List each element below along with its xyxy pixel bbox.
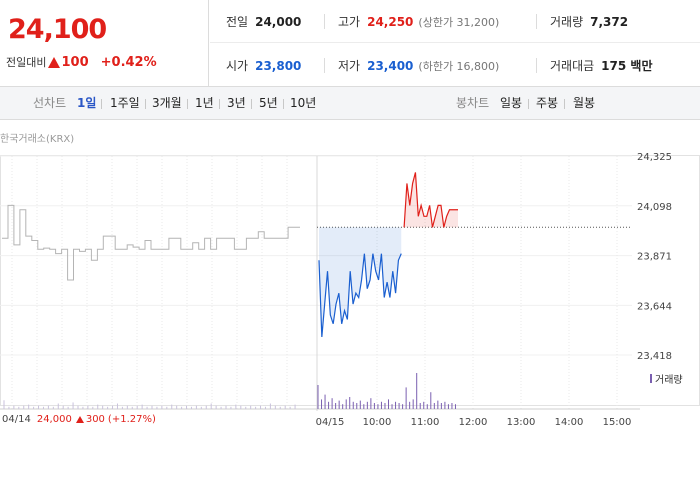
upper-limit: (상한가 31,200) [418,15,500,29]
tab-3-years[interactable]: 3년 [227,96,246,110]
x-tick-label: 10:00 [363,417,392,428]
series-today-up [403,172,458,228]
trade-value: 거래대금 175 백만 [550,44,652,87]
x-tick-label: 15:00 [603,417,632,428]
tab-divider [219,99,220,109]
y-tick-label: 24,098 [637,202,672,213]
y-tick-label: 23,871 [637,252,672,263]
area-down [319,227,402,338]
tab-1-year[interactable]: 1년 [195,96,214,110]
candle-chart-label: 봉차트 [456,96,490,110]
tab-divider [251,99,252,109]
x-tick-label: 11:00 [411,417,440,428]
period-tab-bar: 선차트 1일 1주일 3개월 1년 3년 5년 10년 봉차트 일봉 주봉 월봉 [0,87,700,120]
open-value: 23,800 [255,58,302,73]
prev-close-value: 24,000 [255,14,302,29]
tab-5-years[interactable]: 5년 [259,96,278,110]
current-price: 24,100 [8,14,107,45]
stats-row-2: 시가 23,800 저가 23,400 (하한가 16,800) 거래대금 17… [210,44,700,87]
tab-divider [564,99,565,109]
tab-divider [101,99,102,109]
stats-row-1: 전일 24,000 고가 24,250 (상한가 31,200) 거래량 7,3… [210,0,700,43]
prev-close: 전일 24,000 [226,0,301,43]
tab-divider [145,99,146,109]
divider [324,58,325,73]
series-prev-day [2,204,300,281]
volume: 거래량 7,372 [550,0,628,43]
volume-swatch [650,374,652,383]
volume-legend: 거래량 [650,371,683,386]
prev-date: 04/14 [2,414,31,425]
volume-label: 거래량 [550,15,584,29]
prev-day-info: 04/14 24,000 300 (+1.27%) [2,414,156,425]
tab-daily-candle[interactable]: 일봉 [500,96,523,110]
tab-weekly-candle[interactable]: 주봉 [536,96,559,110]
high-label: 고가 [338,15,361,29]
up-triangle-icon [48,56,61,68]
lower-limit: (하한가 16,800) [418,59,500,73]
prev-close-label: 전일 [226,15,249,29]
tab-monthly-candle[interactable]: 월봉 [573,96,596,110]
data-source: 한국거래소(KRX) [0,134,75,145]
up-triangle-icon [75,416,84,423]
change-amount: 100 [61,54,89,70]
low-value: 23,400 [367,58,414,73]
series-today-down [318,253,402,338]
divider [536,14,537,29]
prev-change: 300 [85,414,105,425]
chart-canvas[interactable]: 24,325 24,098 23,871 23,644 23,418 04/15 10:00… [0,121,700,490]
divider [324,14,325,29]
high-value: 24,250 [367,14,414,29]
y-tick-label: 23,644 [637,301,672,312]
tab-10-years[interactable]: 10년 [290,96,317,110]
tab-1-day[interactable]: 1일 [77,96,97,110]
price-box: 24,100 전일대비 100 +0.42% [0,0,209,87]
quote-stats: 전일 24,000 고가 24,250 (상한가 31,200) 거래량 7,3… [210,0,700,87]
price-change: 전일대비 100 +0.42% [6,54,157,70]
open-label: 시가 [226,59,249,73]
x-tick-label: 14:00 [555,417,584,428]
high-price: 고가 24,250 (상한가 31,200) [338,0,499,43]
x-tick-label: 13:00 [507,417,536,428]
tab-divider [187,99,188,109]
tab-divider [283,99,284,109]
low-label: 저가 [338,59,361,73]
price-chart: 한국거래소(KRX) 24,325 24,098 23,871 23,644 23,41… [0,121,700,490]
line-chart-label: 선차트 [33,96,67,110]
divider [536,58,537,73]
change-label: 전일대비 [6,56,47,69]
trade-value-label: 거래대금 [550,59,595,73]
low-price: 저가 23,400 (하한가 16,800) [338,44,499,87]
open-price: 시가 23,800 [226,44,301,87]
tab-1-week[interactable]: 1주일 [110,96,140,110]
tab-divider [528,99,529,109]
y-tick-label: 23,418 [637,351,672,362]
volume-value: 7,372 [590,14,629,29]
tab-3-months[interactable]: 3개월 [152,96,182,110]
change-percent: +0.42% [100,54,157,70]
prev-close-price: 24,000 [36,414,72,425]
quote-panel: 24,100 전일대비 100 +0.42% 전일 24,000 고가 24,2… [0,0,700,87]
prev-change-percent: (+1.27%) [107,414,156,425]
trade-value-value: 175 백만 [601,59,653,73]
x-tick-label: 04/15 [316,417,345,428]
y-tick-label: 24,325 [637,152,672,163]
volume-legend-label: 거래량 [655,375,683,386]
x-tick-label: 12:00 [459,417,488,428]
